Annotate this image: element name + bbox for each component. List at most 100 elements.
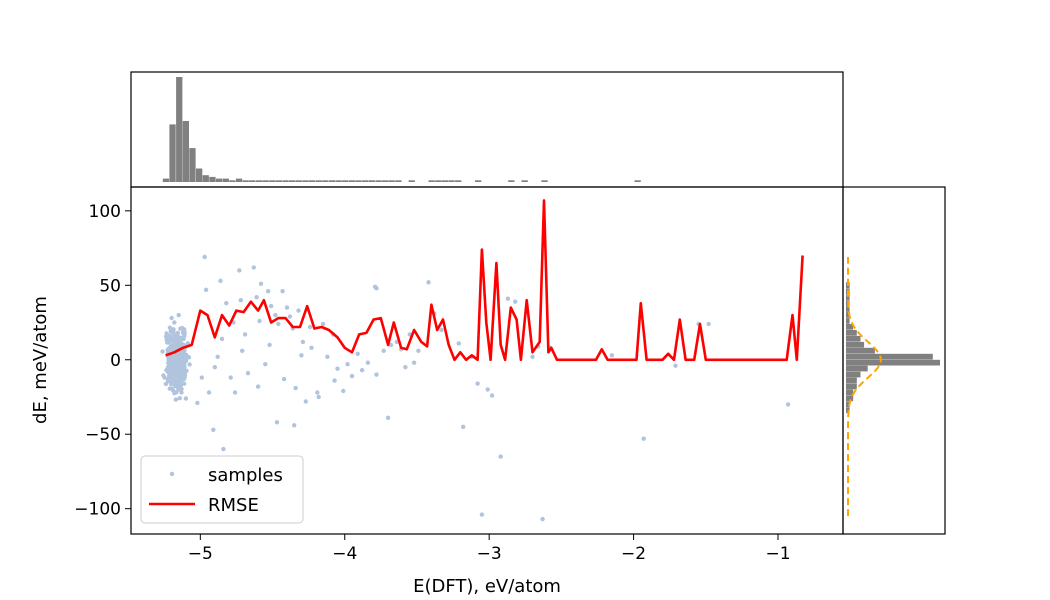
legend-rmse-label: RMSE [208, 495, 259, 516]
top-histogram-bar [189, 148, 196, 182]
sample-point [257, 318, 262, 324]
top-histogram-bar [229, 180, 236, 182]
sample-point [456, 341, 461, 346]
top-histogram-bar [335, 180, 342, 182]
top-histogram-bar [262, 180, 269, 182]
right-histogram-bar [846, 401, 850, 408]
sample-point [267, 342, 272, 348]
sample-point [255, 384, 261, 389]
sample-point [219, 336, 225, 342]
sample-point [309, 345, 314, 350]
sample-point [475, 381, 480, 386]
sample-point [187, 362, 192, 367]
right-histogram-bar [846, 341, 865, 348]
sample-point [489, 393, 495, 398]
sample-point [505, 296, 511, 301]
x-tick-label: −3 [477, 544, 502, 564]
sample-point [365, 360, 371, 365]
sample-point [179, 390, 184, 395]
sample-point [215, 354, 220, 359]
top-histogram-bar [222, 178, 229, 182]
sample-point [172, 320, 177, 325]
x-tick-label: −5 [188, 544, 213, 564]
sample-point [160, 349, 165, 354]
top-histogram-bar [368, 180, 375, 182]
sample-point [171, 361, 177, 366]
top-histogram-bar [455, 180, 462, 182]
right-histogram-bar [846, 318, 850, 324]
sample-point [176, 376, 182, 382]
top-histogram-frame [130, 71, 844, 188]
sample-point [276, 321, 281, 327]
legend-box [140, 455, 304, 524]
sample-point [178, 355, 183, 361]
sample-point [203, 287, 209, 292]
main-plot-panel: −5 −4 −3 −2 −1 −100 −50 0 50 100 E(DFT), eV/atom… [30, 186, 844, 597]
sample-point [293, 385, 298, 391]
sample-point [292, 423, 297, 428]
top-histogram-bar [435, 180, 442, 182]
sample-point [180, 325, 185, 331]
top-histogram-bar [355, 180, 362, 182]
top-histogram-bar [634, 180, 641, 182]
sample-point [641, 436, 646, 441]
top-histogram-bar [315, 180, 322, 182]
sample-point [315, 390, 320, 395]
top-histogram-bar [162, 178, 170, 182]
sample-point [182, 370, 188, 375]
sample-point [184, 352, 189, 358]
sample-point [170, 376, 175, 381]
sample-point [385, 415, 391, 420]
top-histogram-bar [269, 180, 276, 182]
y-tick-label: −100 [74, 500, 121, 520]
right-histogram-bars [846, 282, 940, 414]
y-axis-label: dE, meV/atom [30, 296, 51, 424]
top-histogram-bar [441, 180, 449, 182]
sample-point [320, 321, 326, 327]
sample-point [281, 376, 287, 382]
sample-point [280, 289, 285, 294]
top-histogram-bar [395, 180, 402, 182]
y-tick-label: 100 [89, 202, 121, 222]
top-histogram-bar [242, 180, 249, 182]
top-histogram-bar [541, 180, 548, 182]
right-histogram-panel [842, 186, 946, 535]
sample-point [403, 365, 408, 370]
top-histogram-bar [302, 180, 309, 182]
top-histogram-bar [202, 175, 209, 182]
sample-point [218, 278, 223, 283]
sample-point [238, 298, 243, 303]
sample-point [242, 332, 248, 337]
sample-point [388, 342, 394, 348]
x-tick-label: −1 [765, 544, 790, 564]
sample-point [268, 303, 274, 309]
sample-point [266, 289, 271, 294]
top-histogram-bar [408, 180, 415, 182]
top-histogram-bar [176, 77, 183, 182]
sample-point [513, 299, 518, 304]
sample-point [316, 394, 321, 400]
rmse-line [165, 199, 804, 362]
sample-point [284, 305, 290, 310]
top-histogram-bar [388, 180, 395, 182]
top-histogram-bar [182, 121, 189, 182]
sample-point [180, 330, 186, 336]
gaussian-curve [847, 257, 882, 517]
top-histogram-panel [130, 71, 844, 188]
sample-point [185, 341, 191, 346]
sample-point [164, 367, 169, 373]
sample-point [426, 280, 431, 285]
sample-point [254, 295, 259, 300]
sample-point [195, 400, 200, 406]
x-axis-label: E(DFT), eV/atom [413, 576, 561, 597]
sample-point [479, 512, 485, 517]
x-tick-label: −2 [621, 544, 646, 564]
y-tick-label: 0 [110, 351, 121, 371]
sample-point [300, 339, 306, 345]
sample-point [325, 354, 330, 359]
top-histogram-bar [428, 180, 435, 182]
sample-point [165, 377, 171, 382]
sample-point [170, 366, 176, 372]
sample-point [221, 446, 226, 452]
